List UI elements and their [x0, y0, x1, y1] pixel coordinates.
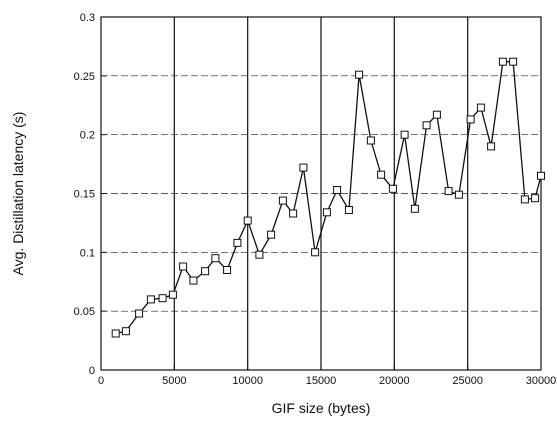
x-axis-title: GIF size (bytes) [272, 400, 371, 416]
data-point [322, 208, 331, 217]
y-tick-label: 0.1 [80, 247, 95, 259]
data-point [355, 70, 364, 79]
y-tick-label: 0.3 [80, 12, 95, 24]
y-tick-label: 0.05 [74, 306, 95, 318]
data-point [267, 230, 276, 239]
data-point [344, 206, 353, 214]
data-point [400, 130, 409, 139]
data-point [388, 184, 397, 193]
data-point [509, 57, 518, 66]
data-point [243, 216, 252, 225]
y-axis-title: Avg. Distillation latency (s) [10, 112, 26, 276]
data-point [476, 103, 485, 112]
data-point [537, 171, 545, 180]
x-tick-label: 25000 [452, 375, 483, 387]
y-tick-label: 0.15 [74, 189, 95, 201]
data-point [377, 170, 386, 179]
data-point [121, 327, 130, 336]
data-point [179, 262, 188, 271]
data-point [531, 194, 540, 203]
data-point [189, 276, 198, 285]
data-point [278, 196, 287, 205]
data-point [333, 186, 342, 194]
data-point [432, 110, 441, 119]
x-tick-label: 15000 [306, 375, 337, 387]
data-markers [111, 57, 545, 338]
x-tick-label: 5000 [162, 375, 186, 387]
y-tick-label: 0.25 [74, 71, 95, 83]
x-tick-label: 20000 [379, 375, 410, 387]
data-point [454, 190, 463, 199]
data-point [255, 250, 264, 259]
data-point [146, 295, 155, 304]
data-point [158, 294, 167, 303]
data-point [466, 115, 475, 124]
x-tick-label: 0 [98, 375, 104, 387]
data-point [111, 329, 120, 338]
x-tick-label: 10000 [232, 375, 263, 387]
data-point [233, 238, 242, 247]
axis-ticks: 0 5000 10000 15000 20000 25000 30000 0 0.05 0.1 0.… [74, 12, 557, 387]
data-point [201, 267, 210, 276]
data-point [444, 187, 453, 196]
y-tick-label: 0.2 [80, 130, 95, 142]
y-tick-label: 0 [89, 365, 95, 377]
data-point [422, 121, 431, 130]
data-point [289, 209, 298, 218]
data-point [311, 248, 320, 257]
data-point [299, 163, 308, 172]
data-point [211, 254, 220, 263]
data-point [135, 309, 144, 318]
data-point [410, 204, 419, 213]
data-point [498, 57, 507, 66]
data-point [168, 290, 177, 299]
data-point [487, 142, 496, 151]
data-point [366, 136, 375, 145]
data-point [223, 266, 232, 274]
series-line [115, 61, 542, 335]
x-tick-label: 30000 [526, 375, 557, 387]
data-point [520, 195, 529, 204]
grid [101, 17, 541, 370]
